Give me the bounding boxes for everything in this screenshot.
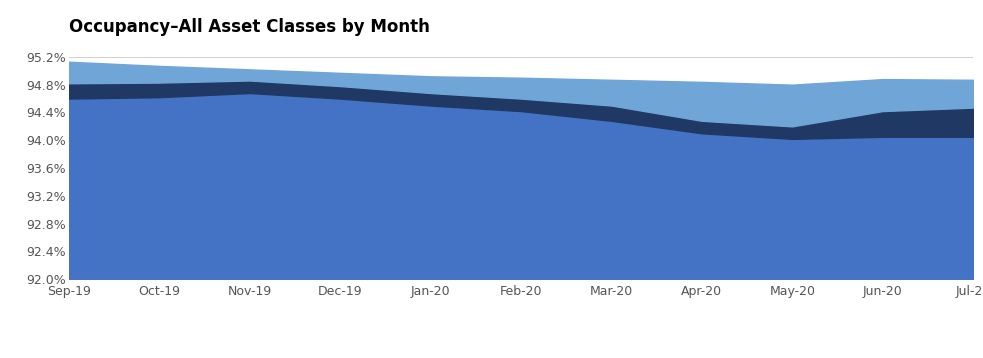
Text: Occupancy–All Asset Classes by Month: Occupancy–All Asset Classes by Month xyxy=(69,18,430,36)
